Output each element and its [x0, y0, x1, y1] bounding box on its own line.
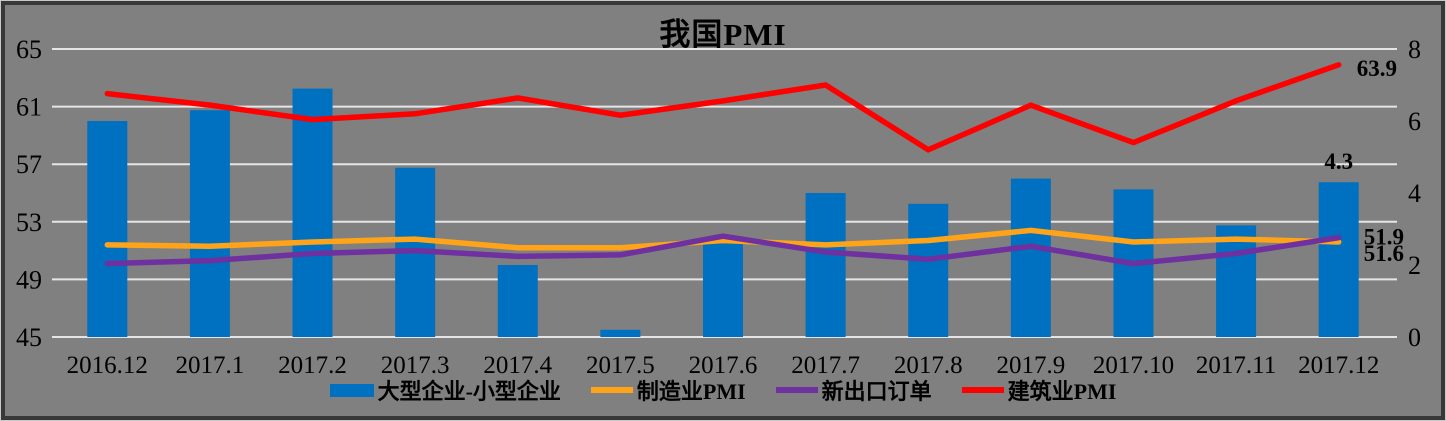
- legend-swatch-red-line: [961, 387, 1004, 393]
- legend-item-construction-pmi: 建筑业PMI: [961, 374, 1117, 406]
- legend-swatch-purple-line: [775, 387, 818, 393]
- legend-item-bar-series: 大型企业-小型企业: [329, 374, 561, 406]
- line-series-制造业PMI: [104, 227, 1342, 251]
- x-axis-label: 2017.8: [894, 352, 963, 379]
- x-axis-label: 2017.5: [586, 352, 655, 379]
- x-axis-label: 2017.6: [689, 352, 758, 379]
- left-axis-tick-label: 53: [16, 208, 42, 237]
- left-axis-tick-label: 61: [16, 93, 42, 122]
- bar-2017.5: [600, 329, 641, 337]
- bar-2017.4: [497, 265, 538, 337]
- legend-swatch-blue-bar: [329, 383, 374, 397]
- data-label-大型企业-小型企业: 4.3: [1324, 149, 1353, 174]
- legend-item-new-export-orders: 新出口订单: [775, 374, 932, 406]
- data-label-制造业PMI: 51.6: [1364, 241, 1404, 266]
- right-axis-tick-label: 8: [1408, 35, 1421, 64]
- bar-2017.8: [908, 203, 949, 337]
- legend-swatch-orange-line: [590, 387, 633, 393]
- left-axis-tick-label: 49: [16, 265, 42, 294]
- legend-label: 建筑业PMI: [1007, 379, 1117, 404]
- legend: 大型企业-小型企业 制造业PMI 新出口订单 建筑业PMI: [0, 374, 1446, 406]
- right-axis-tick-label: 0: [1408, 323, 1421, 352]
- right-axis-tick-label: 4: [1408, 179, 1421, 208]
- x-axis-label: 2017.10: [1093, 352, 1174, 379]
- left-axis-tick-label: 45: [16, 323, 42, 352]
- left-axis-tick-label: 65: [16, 35, 42, 64]
- bar-2016.12: [87, 121, 128, 337]
- bar-2017.12: [1318, 182, 1359, 337]
- data-label-建筑业PMI: 63.9: [1357, 56, 1397, 81]
- legend-label: 新出口订单: [821, 379, 932, 404]
- left-axis-tick-label: 57: [16, 150, 42, 179]
- bar-2017.2: [292, 88, 333, 337]
- x-axis-label: 2017.3: [381, 352, 450, 379]
- line-series-建筑业PMI: [104, 62, 1342, 153]
- bar-2017.9: [1010, 178, 1051, 337]
- x-axis-label: 2017.12: [1298, 352, 1379, 379]
- x-axis-label: 2017.7: [791, 352, 860, 379]
- x-axis-label: 2017.11: [1196, 352, 1276, 379]
- bar-2017.7: [805, 193, 846, 337]
- data-label-新出口订单: 51.9: [1364, 225, 1404, 250]
- x-axis-label: 2017.1: [176, 352, 245, 379]
- x-axis-label: 2017.4: [483, 352, 552, 379]
- legend-label: 制造业PMI: [636, 379, 746, 404]
- x-axis-label: 2017.2: [278, 352, 347, 379]
- legend-label: 大型企业-小型企业: [377, 379, 561, 404]
- x-axis-label: 2017.9: [996, 352, 1065, 379]
- bar-2017.11: [1216, 225, 1257, 337]
- right-axis-tick-label: 6: [1408, 107, 1421, 136]
- bar-2017.1: [189, 110, 230, 337]
- line-series-新出口订单: [104, 233, 1342, 267]
- right-axis-tick-label: 2: [1408, 251, 1421, 280]
- chart-title: 我国PMI: [659, 17, 787, 52]
- bar-2017.6: [703, 243, 743, 337]
- legend-item-manufacturing-pmi: 制造业PMI: [590, 374, 746, 406]
- x-axis-label: 2016.12: [67, 352, 148, 379]
